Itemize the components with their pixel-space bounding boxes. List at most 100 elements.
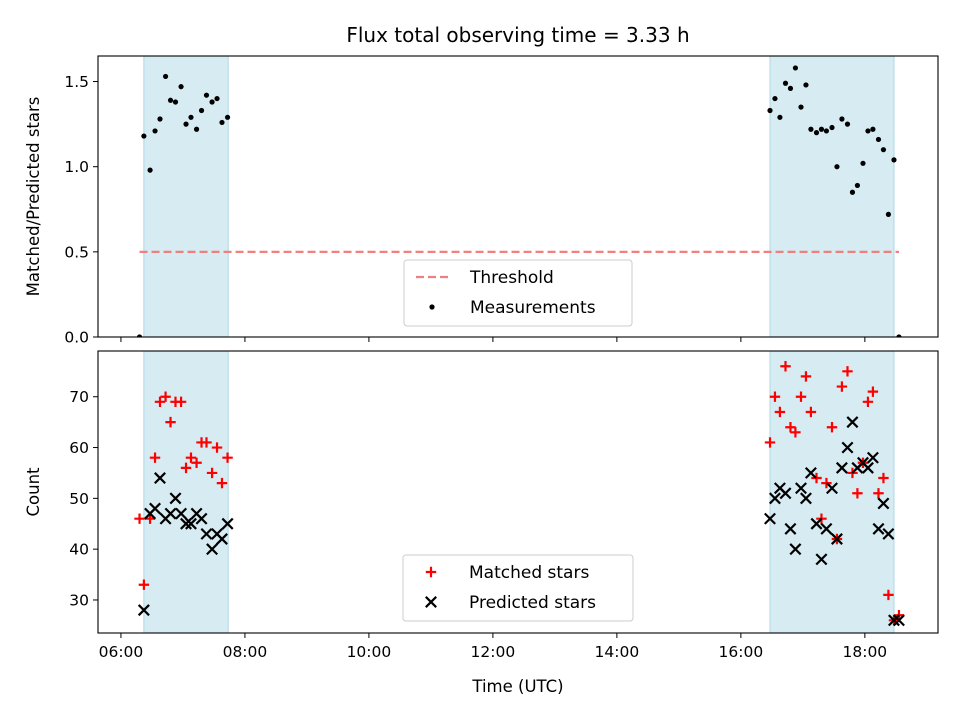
predicted-stars-point (841, 441, 854, 454)
measurement-point (891, 157, 897, 163)
measurement-point (193, 126, 200, 132)
x-tick-label: 12:00 (471, 643, 516, 661)
top-panel-ratio: 0.0 0.5 1.0 1.5 Matched/Predicted stars Thres… (24, 55, 939, 347)
measurement-point (219, 119, 225, 126)
predicted-stars-point (169, 492, 182, 505)
measurement-point (865, 128, 871, 134)
measurement-point (162, 73, 169, 80)
x-tick-label: 16:00 (719, 643, 764, 661)
y-tick-label: 70 (69, 388, 89, 406)
y-tick-label: 40 (69, 541, 89, 559)
predicted-stars-point (784, 522, 797, 535)
measurement-point (147, 167, 153, 173)
predicted-stars-point (175, 507, 188, 520)
matched-stars-point (138, 579, 150, 590)
predicted-stars-point (216, 533, 228, 545)
predicted-stars-point (180, 517, 193, 530)
measurement-point (844, 121, 851, 127)
measurement-point (141, 133, 147, 139)
predicted-stars-point (768, 492, 781, 505)
measurement-point (885, 211, 892, 217)
matched-stars-point (160, 391, 171, 402)
y-tick-label: 1.0 (64, 158, 89, 176)
legend-label: Predicted stars (469, 593, 596, 613)
measurement-point (136, 334, 143, 337)
measurement-point (198, 107, 205, 114)
measurement-point (818, 126, 825, 132)
predicted-stars-point (892, 614, 905, 627)
predicted-stars-point (195, 512, 208, 525)
matched-stars-point (878, 472, 889, 484)
axes-frame (97, 350, 939, 634)
predicted-stars-point (185, 517, 197, 530)
measurement-point (203, 92, 210, 98)
plot-area (134, 351, 905, 633)
matched-stars-point (790, 427, 801, 438)
predicted-stars-point (779, 487, 792, 500)
observing-window-shade (769, 56, 895, 337)
y-axis-label: Matched/Predicted stars (24, 97, 43, 297)
measurement-point (767, 107, 773, 114)
matched-stars-point (222, 452, 233, 463)
matched-stars-point (873, 488, 884, 499)
measurement-point (880, 147, 887, 153)
y-tick-label: 1.5 (64, 73, 89, 91)
predicted-stars-point (835, 461, 848, 474)
matched-stars-point (883, 589, 894, 601)
x-tick-label: 10:00 (347, 643, 392, 661)
chart-title: Flux total observing time = 3.33 h (346, 23, 689, 47)
x-tick-label: 14:00 (595, 643, 640, 661)
measurement-point (834, 164, 840, 170)
legend-label: Matched stars (469, 563, 589, 583)
matched-stars-point (154, 396, 166, 408)
measurement-point (777, 114, 783, 120)
measurement-point (787, 85, 794, 91)
matched-stars-point (862, 396, 874, 408)
y-axis-label: Count (24, 467, 43, 517)
matched-stars-point (211, 442, 223, 453)
matched-stars-point (206, 467, 218, 479)
measurement-point (860, 160, 866, 166)
measurement-point (803, 82, 809, 88)
matched-stars-point (842, 366, 853, 377)
predicted-stars-point (164, 507, 177, 520)
legend-label: Measurements (470, 298, 596, 318)
predicted-stars-point (815, 553, 828, 566)
y-tick-label: 0.5 (64, 243, 89, 261)
measurement-point (152, 128, 158, 134)
legend: Matched stars Predicted stars (402, 554, 634, 622)
axes-frame (97, 55, 939, 338)
matched-stars-point (144, 513, 156, 524)
measurement-point (829, 124, 835, 131)
measurement-point (224, 114, 231, 120)
matched-stars-point (165, 416, 176, 428)
measurement-point (798, 104, 804, 110)
predicted-stars-point (799, 492, 812, 505)
matched-stars-point (800, 371, 812, 382)
y-tick-label: 50 (69, 490, 89, 508)
matched-stars-point (191, 457, 202, 468)
x-tick-label: 06:00 (99, 643, 144, 661)
matched-stars-point (826, 422, 838, 433)
legend: Threshold Measurements (403, 259, 633, 327)
predicted-stars-point (221, 517, 234, 530)
measurement-point (792, 65, 799, 71)
matched-stars-point (425, 566, 437, 578)
measurement-point (188, 114, 194, 120)
predicted-stars-point (137, 604, 150, 617)
predicted-stars-point (872, 522, 885, 535)
measurement-point (870, 126, 876, 132)
x-axis-label: Time (UTC) (471, 677, 563, 696)
predicted-stars-point (200, 527, 213, 540)
matched-stars-point (821, 477, 832, 489)
predicted-stars-point (866, 451, 879, 464)
measurement-point (429, 304, 435, 310)
predicted-stars-point (425, 596, 437, 608)
plot-area (136, 56, 902, 337)
matched-stars-point (216, 477, 228, 489)
predicted-stars-point (826, 482, 838, 495)
y-tick-label: 60 (69, 439, 89, 457)
matched-stars-point (764, 437, 776, 448)
measurement-point (183, 121, 189, 127)
legend-box (403, 259, 633, 327)
